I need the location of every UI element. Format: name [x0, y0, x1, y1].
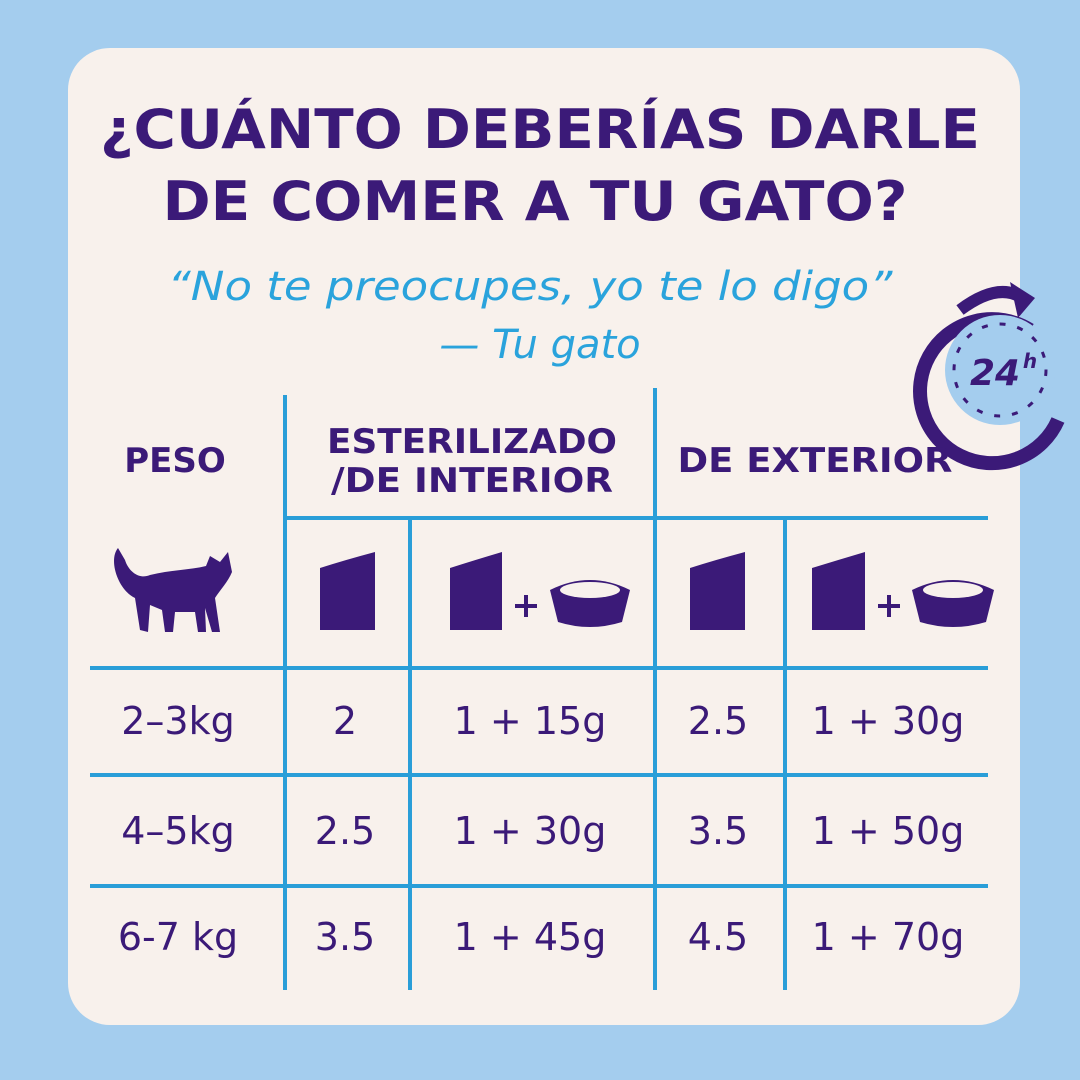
- weight-cell: 6-7 kg: [118, 915, 238, 959]
- amount-cell: 1 + 30g: [812, 699, 965, 743]
- amount-cell: 1 + 45g: [454, 915, 607, 959]
- amount-cell: 2.5: [688, 699, 748, 743]
- title-line: DE COMER A TU GATO?: [163, 170, 908, 233]
- attribution: — Tu gato: [439, 322, 640, 368]
- badge: 24 h: [913, 282, 1065, 471]
- header-weight: PESO: [124, 441, 226, 481]
- amount-cell: 1 + 15g: [454, 699, 607, 743]
- header-outdoor: DE EXTERIOR: [678, 441, 953, 481]
- card: [68, 48, 1020, 1025]
- amount-cell: 1 + 50g: [812, 809, 965, 853]
- quote: “No te preocupes, yo te lo digo”: [168, 264, 893, 310]
- amount-cell: 3.5: [315, 915, 375, 959]
- cat-icon: [114, 548, 232, 632]
- badge-unit: h: [1023, 349, 1037, 373]
- table-body: 2–3kg 2 1 + 15g 2.5 1 + 30g 4–5kg 2.5 1 + 30g 3.…: [118, 699, 964, 959]
- header-sterilized: ESTERILIZADO: [327, 422, 617, 462]
- amount-cell: 2: [333, 699, 357, 743]
- weight-cell: 4–5kg: [121, 809, 234, 853]
- amount-cell: 4.5: [688, 915, 748, 959]
- amount-cell: 2.5: [315, 809, 375, 853]
- title-line: ¿CUÁNTO DEBERÍAS DARLE: [100, 98, 980, 161]
- amount-cell: 1 + 70g: [812, 915, 965, 959]
- food-icons: [320, 552, 994, 630]
- amount-cell: 1 + 30g: [454, 809, 607, 853]
- header-sterilized: /DE INTERIOR: [331, 461, 613, 501]
- badge-number: 24: [970, 353, 1020, 394]
- weight-cell: 2–3kg: [121, 699, 234, 743]
- table-grid: [90, 388, 988, 990]
- amount-cell: 3.5: [688, 809, 748, 853]
